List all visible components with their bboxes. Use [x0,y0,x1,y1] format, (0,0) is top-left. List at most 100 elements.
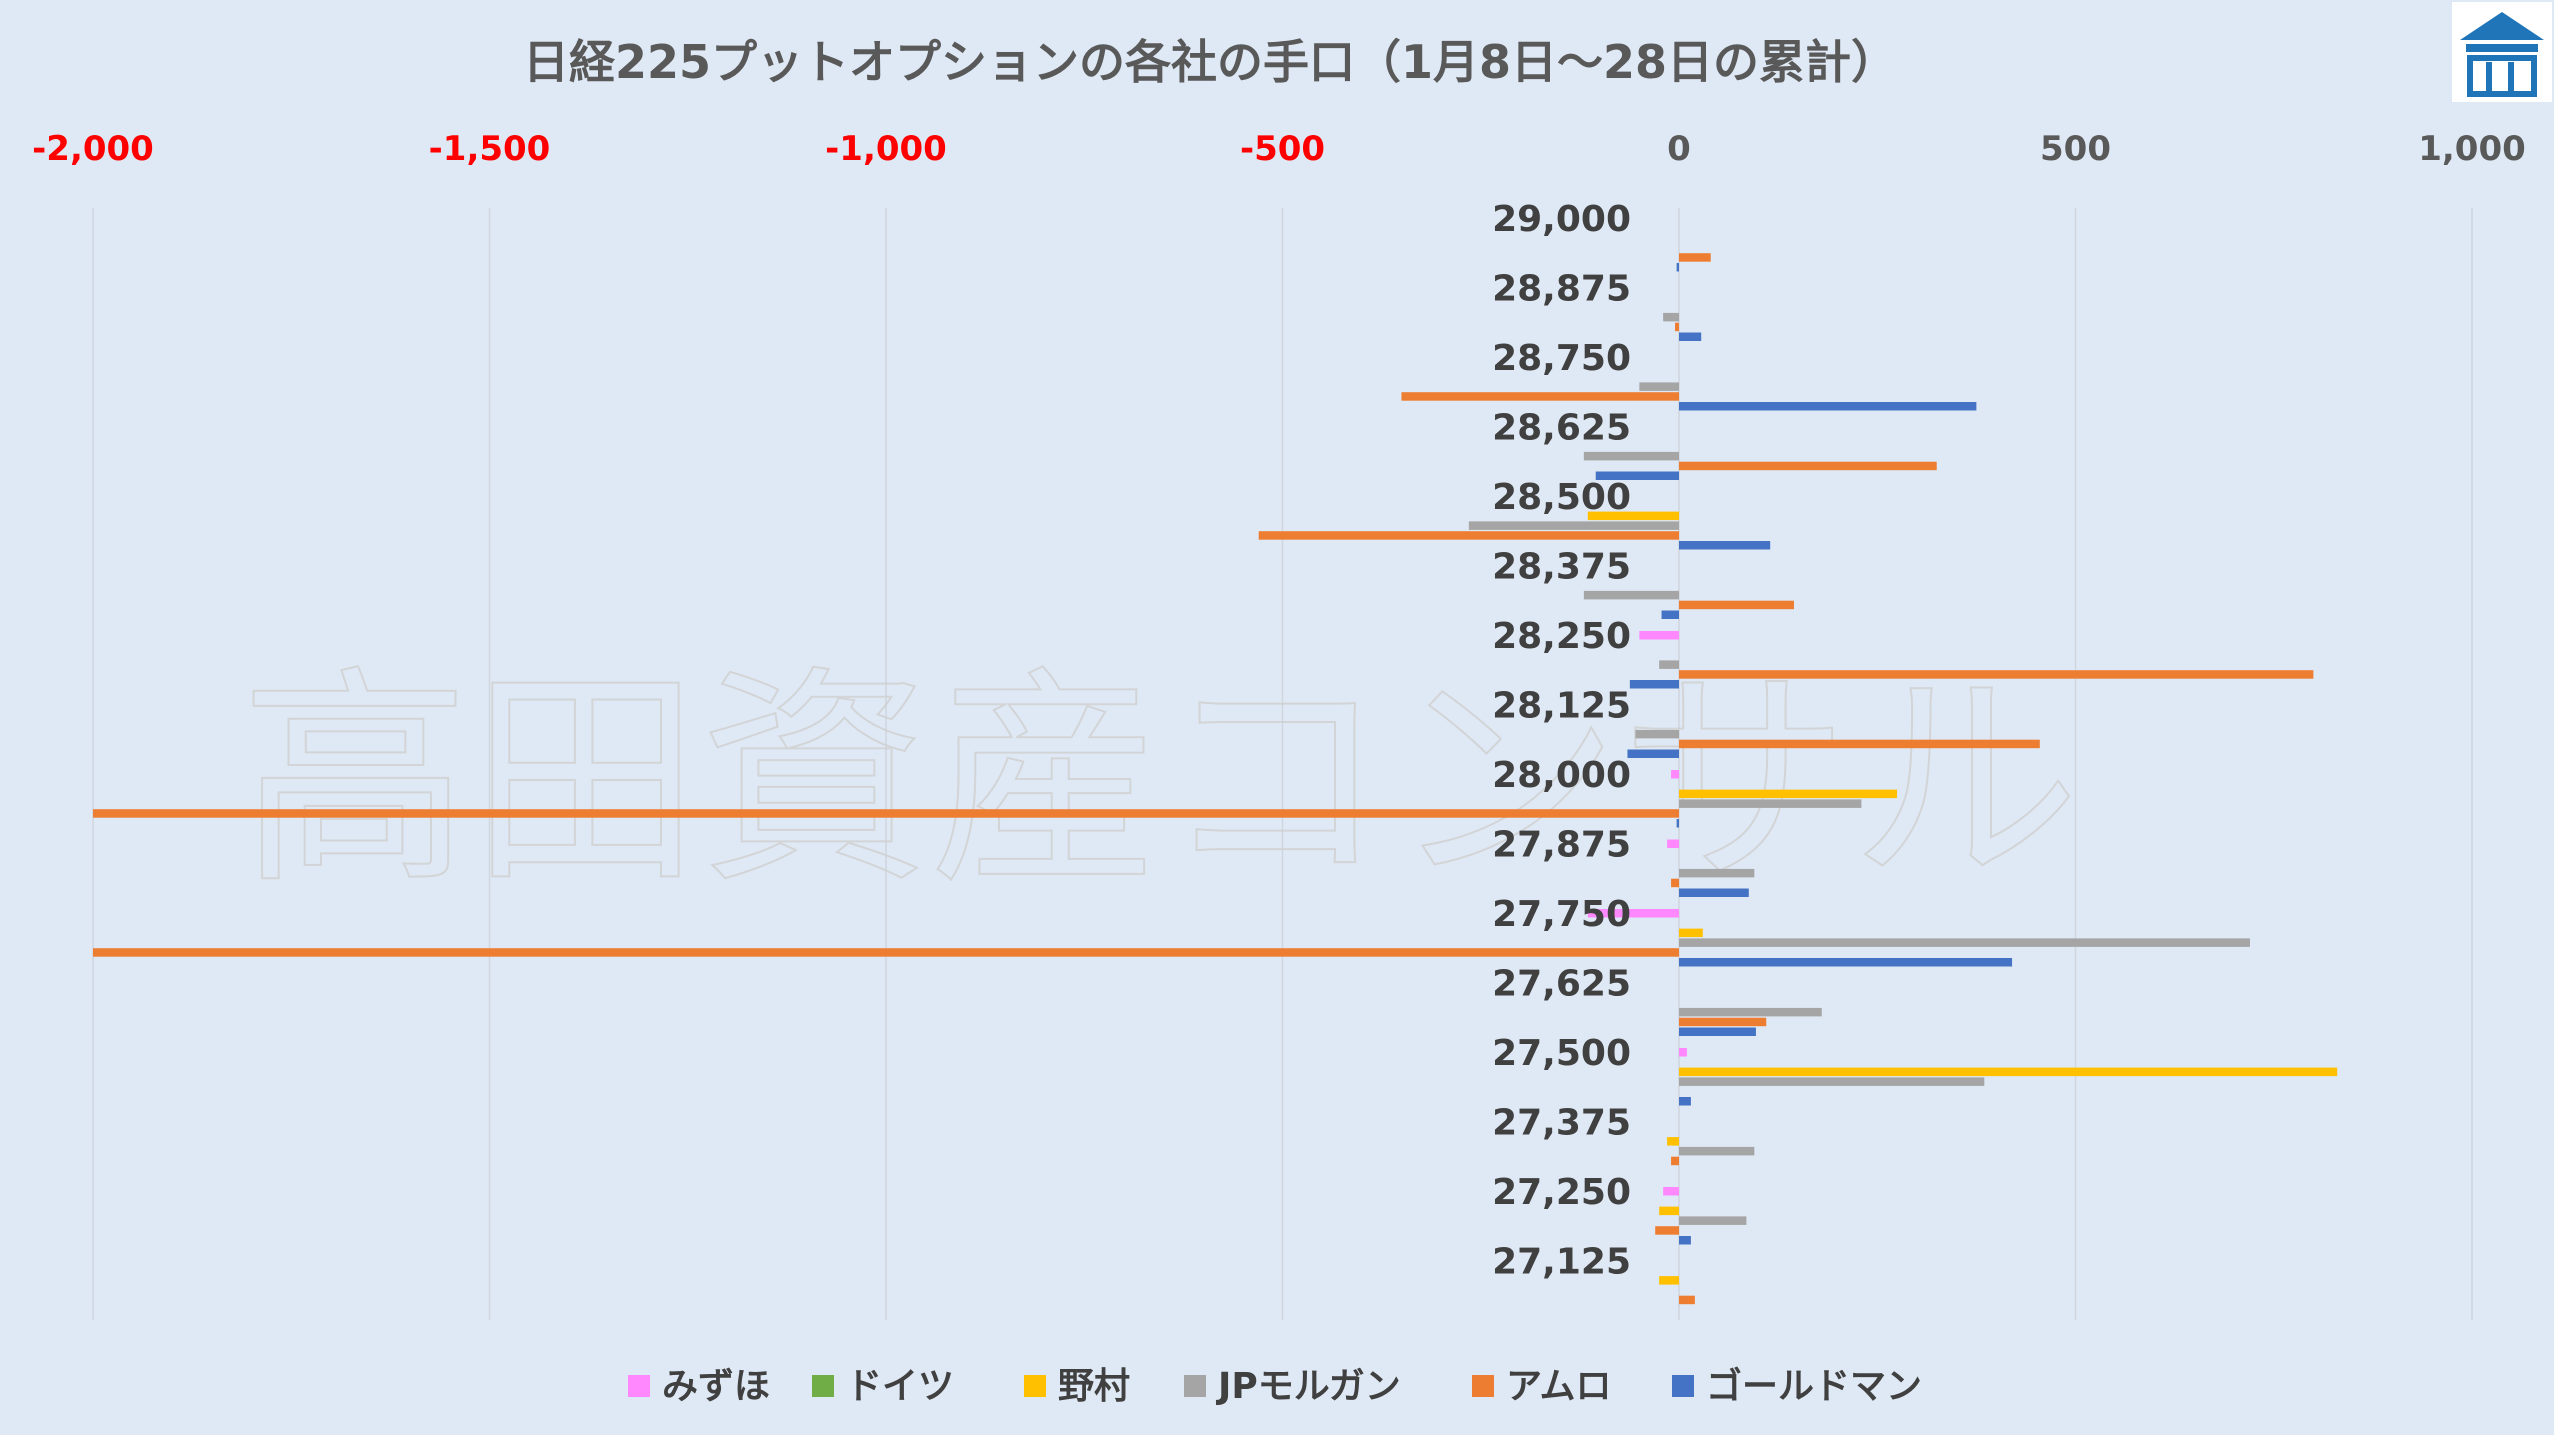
bar [1679,402,1977,411]
y-tick-label: 27,875 [1492,824,1631,865]
bar [1679,1097,1691,1106]
bar [1663,312,1679,322]
bar [1663,1187,1679,1196]
bar [1659,1276,1679,1285]
watermark: 高田資産コンサル [240,648,2080,915]
legend-label: ゴールドマン [1706,1365,1922,1407]
legend-label: ドイツ [846,1366,954,1407]
y-tick-label: 28,875 [1492,268,1631,309]
bar [1679,799,1862,808]
legend-swatch [812,1375,834,1397]
bar [1679,541,1771,550]
legend-swatch [1024,1375,1046,1397]
bar [1587,909,1679,918]
bar [1679,1017,1767,1027]
y-tick-label: 27,500 [1492,1033,1631,1074]
bar [93,809,1679,818]
x-tick-label: 500 [2040,129,2111,169]
chart-title: 日経225プットオプションの各社の手口（1月8日～28日の累計） [523,35,1897,89]
bar [1679,1146,1755,1156]
bar [1676,263,1679,272]
bar [1676,819,1679,828]
y-tick-label: 28,375 [1492,546,1631,587]
bar [1667,1137,1679,1146]
bar [1629,680,1679,689]
logo-icon [2452,2,2552,102]
bar [1679,888,1749,897]
bar [1679,670,2314,679]
bar [1583,451,1679,461]
bar [1679,1236,1691,1245]
bar [1659,1206,1679,1216]
y-tick-label: 27,375 [1492,1102,1631,1143]
legend-swatch [1672,1375,1694,1397]
bar [1679,868,1755,878]
y-tick-label: 27,125 [1492,1241,1631,1282]
bars [93,253,2338,1305]
x-tick-label: -1,500 [429,129,551,169]
y-tick-label: 27,625 [1492,963,1631,1004]
bar [1671,770,1679,779]
bar [1679,1216,1747,1225]
legend-label: みずほ [662,1366,770,1407]
y-tick-label: 27,250 [1492,1172,1631,1213]
bar [1401,392,1679,401]
bar [1667,839,1679,848]
bar [1258,531,1679,540]
bar [1679,928,1703,938]
bar [1679,1007,1822,1017]
y-tick-label: 28,250 [1492,616,1631,657]
legend: みずほ ドイツ 野村 JPモルガン アムロ ゴールドマン [628,1365,1922,1407]
bar [1679,1077,1985,1086]
x-tick-label: -500 [1240,129,1325,169]
bar [1587,511,1679,521]
y-tick-label: 27,750 [1492,894,1631,935]
bar [1679,332,1702,341]
bar [1679,1295,1695,1305]
y-axis-ticks: 29,000 28,875 28,750 28,625 28,500 28,375 28,2… [1492,199,1631,1283]
bar [1679,958,2013,967]
y-tick-label: 28,000 [1492,755,1631,796]
legend-label: JPモルガン [1215,1366,1401,1407]
y-tick-label: 28,750 [1492,338,1631,379]
bar [1679,600,1794,610]
bar [1655,1226,1679,1235]
bar [1639,631,1679,640]
bar [1671,1156,1679,1166]
y-tick-label: 29,000 [1492,199,1631,240]
bar [1595,471,1679,480]
x-tick-label: -2,000 [32,129,154,169]
bar [1627,749,1679,758]
bar [93,948,1679,957]
x-tick-label: 1,000 [2418,129,2526,169]
x-axis-ticks: -2,000 -1,500 -1,000 -500 0 500 1,000 [32,129,2526,169]
bar [1679,253,1711,262]
y-tick-label: 28,500 [1492,477,1631,518]
bar [1468,521,1679,530]
legend-label: 野村 [1058,1366,1130,1407]
bar [1679,789,1898,799]
bar [1671,878,1679,888]
legend-label: アムロ [1506,1366,1611,1407]
legend-swatch [1472,1375,1494,1397]
bar [1679,938,2250,947]
bar [1661,610,1679,619]
legend-swatch [1184,1375,1206,1397]
bar [1583,590,1679,600]
bar [1679,461,1937,471]
y-tick-label: 28,625 [1492,407,1631,448]
bar [1679,739,2040,749]
legend-swatch [628,1375,650,1397]
y-tick-label: 28,125 [1492,685,1631,726]
bar [1679,1067,2338,1077]
bar [1635,729,1679,739]
bar [1675,322,1679,332]
x-tick-label: 0 [1667,129,1691,169]
bar [1659,660,1679,669]
bar [1679,1048,1687,1057]
bar [1639,382,1679,391]
x-tick-label: -1,000 [825,129,947,169]
gridlines [92,208,2473,1320]
